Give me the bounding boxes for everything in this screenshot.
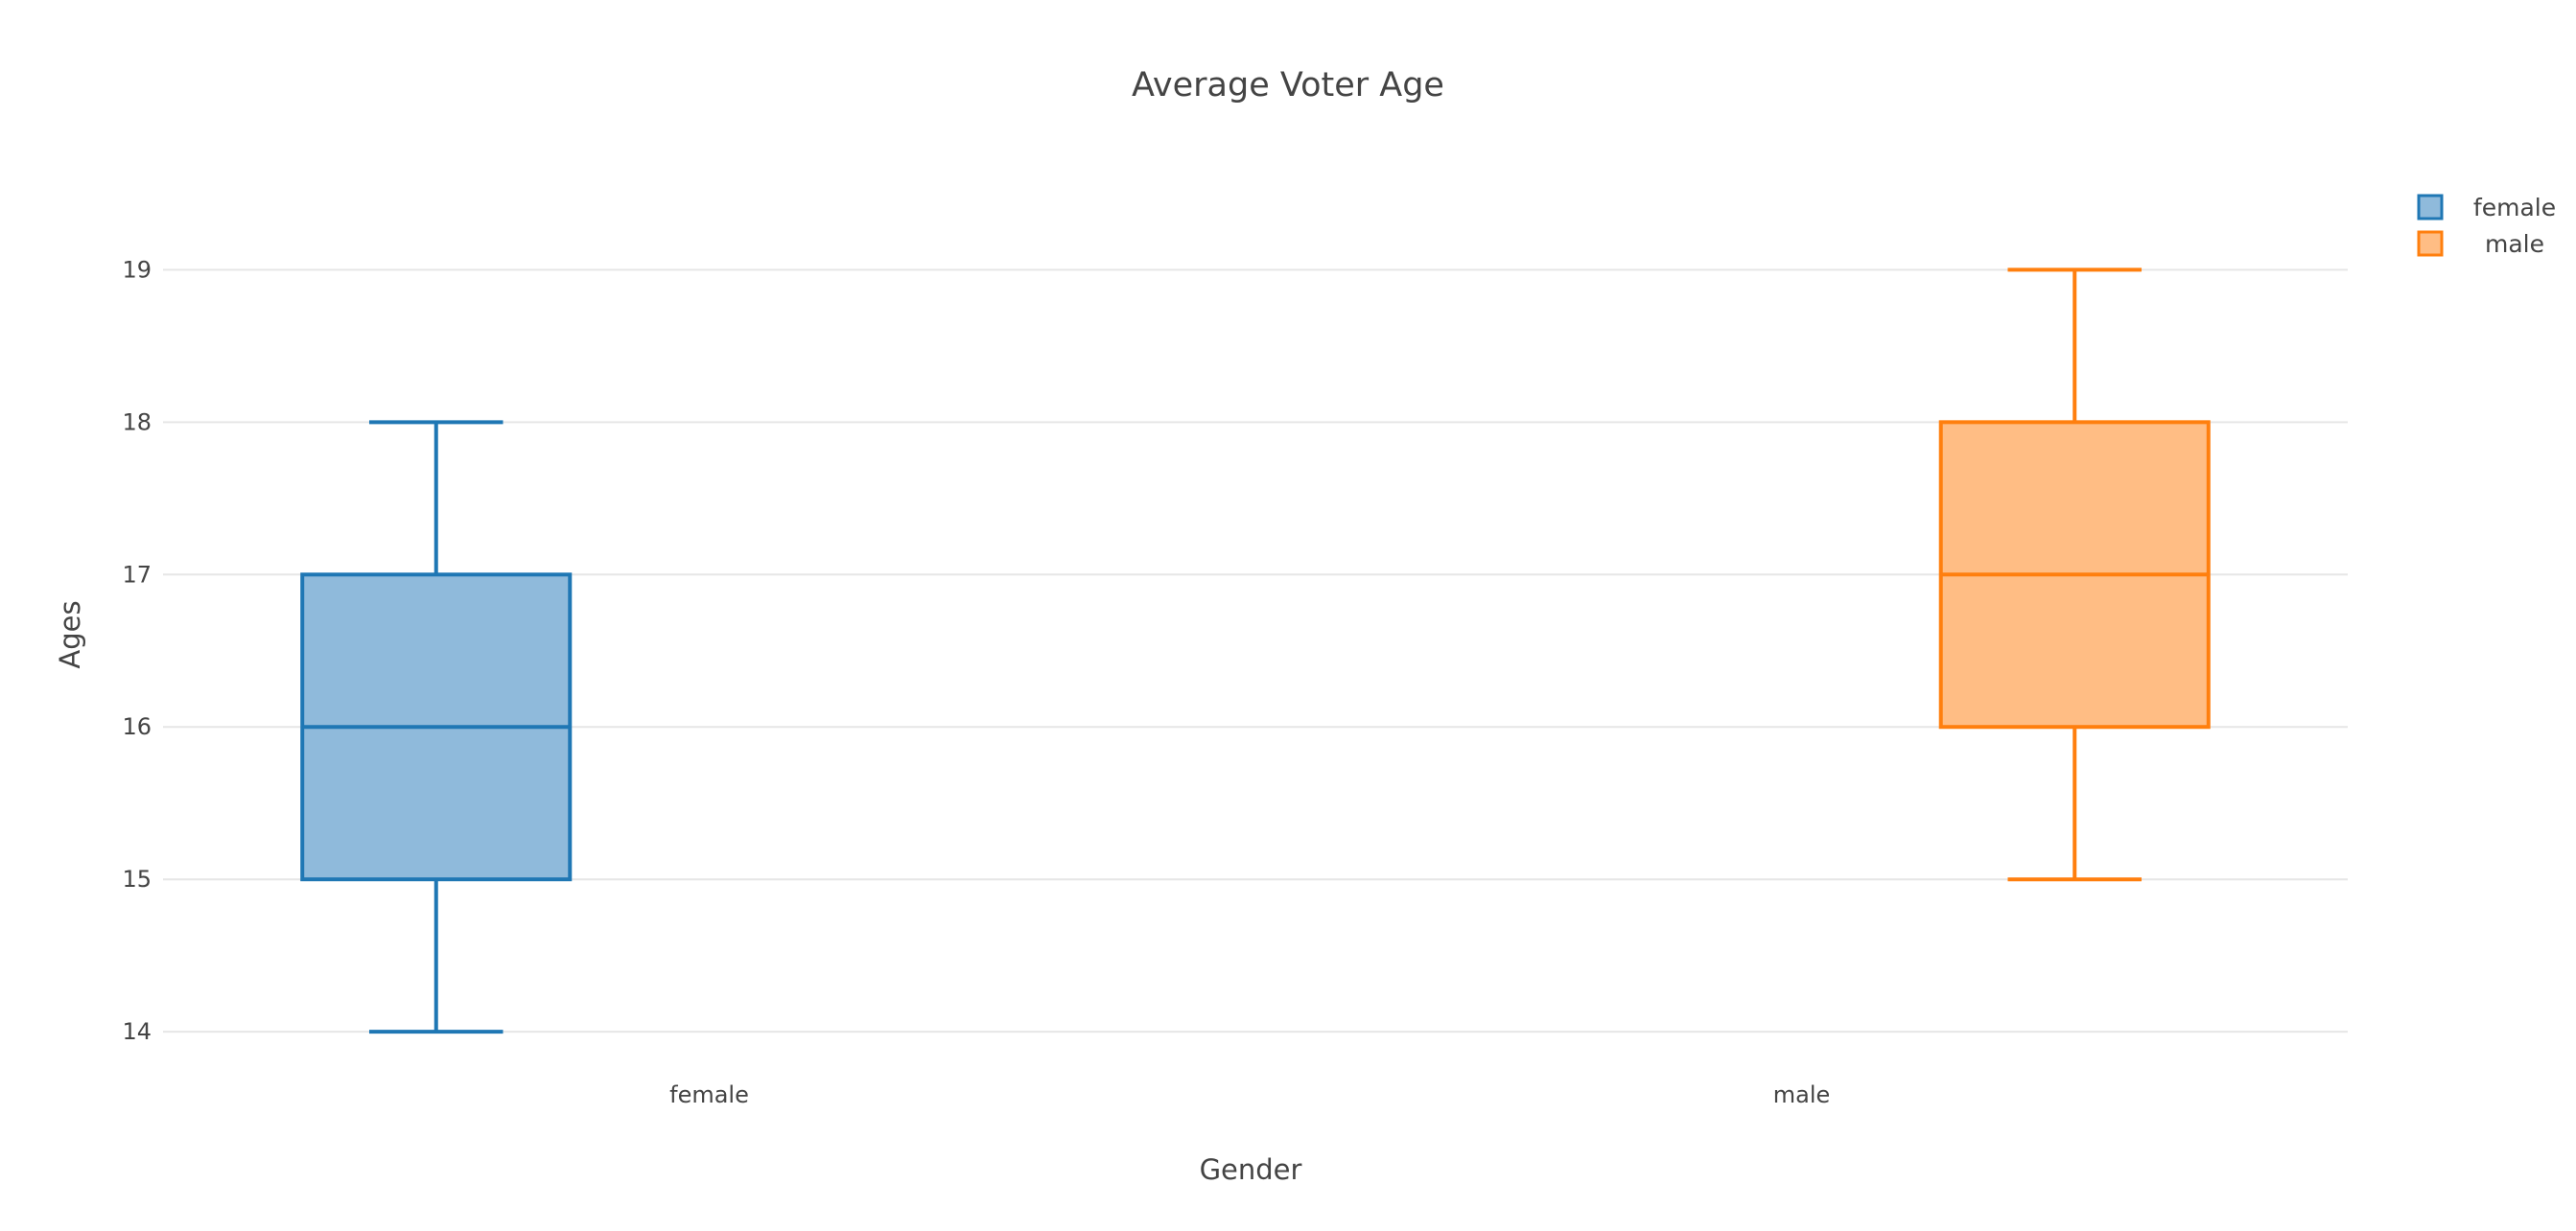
legend-label: male <box>2485 230 2544 258</box>
y-axis-title: Ages <box>54 600 86 668</box>
y-tick-label: 19 <box>122 256 152 283</box>
y-tick-label: 15 <box>122 866 152 893</box>
box-series <box>300 267 2211 1034</box>
y-tick-label: 18 <box>122 408 152 435</box>
chart-title: Average Voter Age <box>1132 66 1444 105</box>
legend-item-male[interactable]: male <box>2417 230 2544 258</box>
x-axis-ticks: female male <box>669 1081 1830 1108</box>
legend[interactable]: female male <box>2417 194 2556 258</box>
y-tick-label: 16 <box>122 713 152 740</box>
y-tick-label: 17 <box>122 561 152 588</box>
box-female[interactable] <box>300 420 573 1034</box>
legend-swatch <box>2417 194 2444 221</box>
y-tick-label: 14 <box>122 1018 152 1045</box>
y-axis-ticks: 14 15 16 17 18 19 <box>122 256 152 1045</box>
x-axis-title: Gender <box>1200 1153 1302 1186</box>
x-tick-label: male <box>1773 1081 1831 1108</box>
legend-item-female[interactable]: female <box>2417 194 2556 221</box>
box-male[interactable] <box>1938 267 2211 882</box>
legend-swatch <box>2417 230 2444 257</box>
legend-label: female <box>2473 194 2556 221</box>
x-tick-label: female <box>669 1081 749 1108</box>
